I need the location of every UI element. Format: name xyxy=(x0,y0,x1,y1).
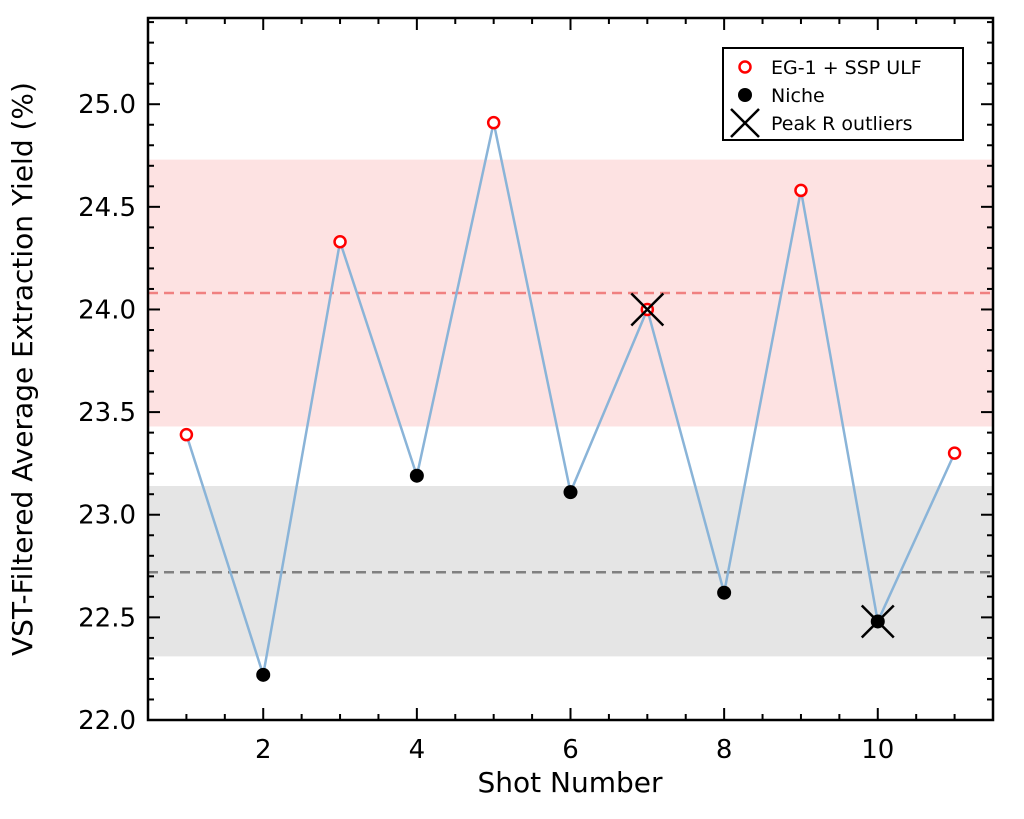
legend-label: EG-1 + SSP ULF xyxy=(771,57,922,79)
y-axis-label: VST-Filtered Average Extraction Yield (%… xyxy=(6,82,39,656)
y-tick-label: 24.5 xyxy=(78,193,136,223)
x-tick-label: 4 xyxy=(409,735,426,765)
x-tick-label: 6 xyxy=(562,735,579,765)
point-niche xyxy=(409,468,424,483)
legend-label: Niche xyxy=(771,85,825,107)
point-eg1 xyxy=(947,446,962,460)
point-eg1 xyxy=(486,115,501,130)
legend-label: Peak R outliers xyxy=(771,113,912,135)
bands xyxy=(148,159,993,657)
x-tick-label: 8 xyxy=(716,735,733,765)
point-eg1 xyxy=(794,183,808,198)
y-tick-label: 23.0 xyxy=(78,501,136,531)
point-niche xyxy=(256,667,271,682)
y-tick-label: 24.0 xyxy=(78,295,136,325)
y-tick-label: 22.5 xyxy=(78,603,136,633)
point-eg1 xyxy=(179,427,194,442)
y-tick-label: 23.5 xyxy=(78,398,136,428)
legend-box xyxy=(722,47,964,141)
legend-marker-open-circle xyxy=(738,60,752,74)
legend: EG-1 + SSP ULF Niche Peak R outliers xyxy=(722,47,964,141)
x-axis-label: Shot Number xyxy=(477,766,662,799)
x-tick-label: 10 xyxy=(861,735,894,765)
legend-marker-x xyxy=(730,108,760,138)
x-tick-label: 2 xyxy=(255,735,272,765)
point-niche xyxy=(563,485,578,500)
axes: 2 4 6 8 10 22.0 22.5 23.0 23.5 24.0 24.5 25.0 xyxy=(78,16,995,765)
legend-marker-filled-circle xyxy=(738,88,752,102)
point-niche xyxy=(717,585,732,600)
outlier-marker xyxy=(860,604,895,639)
y-tick-label: 25.0 xyxy=(78,90,136,120)
y-tick-label: 22.0 xyxy=(78,706,136,736)
point-eg1 xyxy=(333,234,347,249)
outlier-marker xyxy=(630,292,665,327)
series xyxy=(179,115,962,682)
